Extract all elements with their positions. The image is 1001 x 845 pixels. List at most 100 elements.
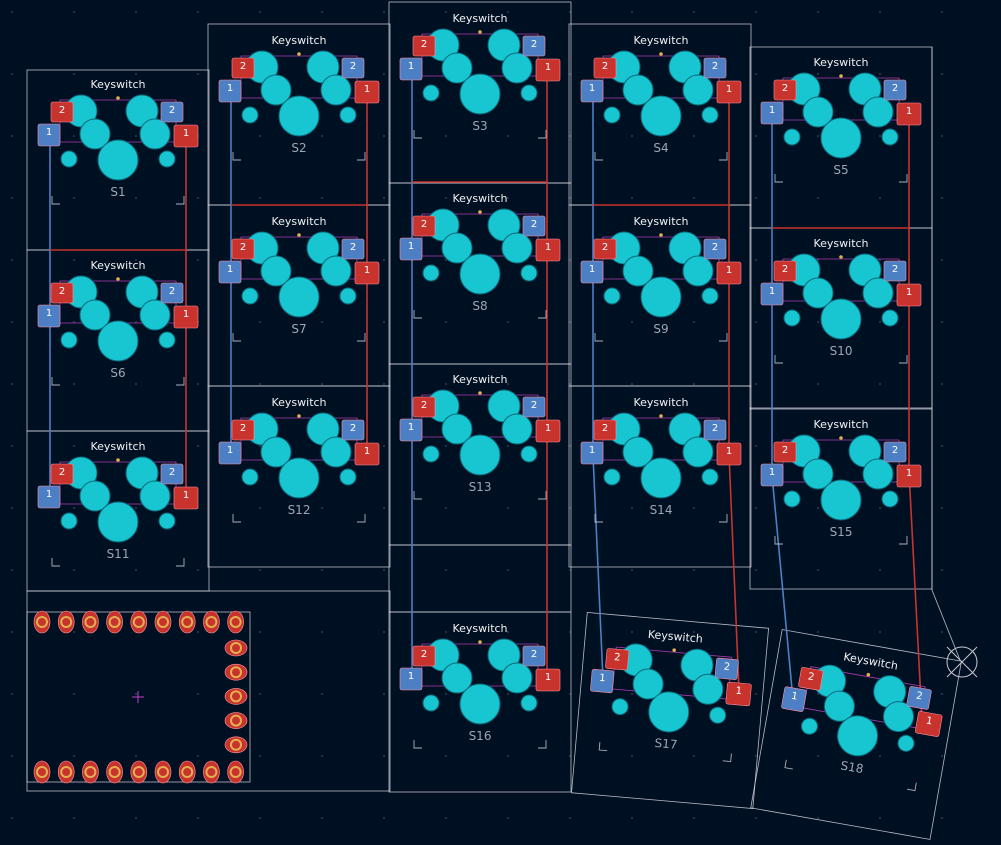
pad-number: 2 — [892, 83, 898, 94]
pad-number: 1 — [46, 308, 52, 319]
switch-reference: S9 — [653, 322, 668, 336]
switch-reference: S8 — [472, 299, 487, 313]
pad-number: 1 — [906, 468, 912, 479]
pad-number: 2 — [350, 423, 356, 434]
pad-number: 1 — [726, 265, 732, 276]
switch-reference: S3 — [472, 119, 487, 133]
switch-reference: S6 — [110, 366, 125, 380]
pad-number: 2 — [531, 649, 537, 660]
pad-number: 1 — [906, 106, 912, 117]
pad-number: 2 — [240, 61, 246, 72]
pad-number: 2 — [59, 286, 65, 297]
switch-reference: S15 — [830, 525, 853, 539]
pad-number: 2 — [421, 39, 427, 50]
pad-number: 2 — [915, 690, 923, 702]
footprint-label: Keyswitch — [633, 34, 688, 47]
footprint-label: Keyswitch — [271, 215, 326, 228]
pad-number: 2 — [169, 105, 175, 116]
pad-number: 2 — [59, 105, 65, 116]
pad-number: 2 — [240, 242, 246, 253]
pad-number: 1 — [183, 490, 189, 501]
footprint-label: Keyswitch — [842, 650, 899, 672]
pad-number: 1 — [726, 446, 732, 457]
pad-number: 1 — [183, 128, 189, 139]
switch-reference: S1 — [110, 185, 125, 199]
footprint-label: Keyswitch — [813, 237, 868, 250]
pad-number: 1 — [183, 309, 189, 320]
origin-marker-icon — [946, 646, 978, 678]
footprint-label: Keyswitch — [90, 259, 145, 272]
pad-number: 2 — [531, 219, 537, 230]
pad-number: 1 — [925, 716, 933, 728]
pad-number: 2 — [602, 61, 608, 72]
switch-reference: S11 — [107, 547, 130, 561]
pad-number: 1 — [589, 83, 595, 94]
pad-number: 1 — [599, 673, 606, 685]
footprint-label: Keyswitch — [452, 12, 507, 25]
switch-reference: S7 — [291, 322, 306, 336]
pad-number: 1 — [545, 672, 551, 683]
pad-number: 2 — [712, 61, 718, 72]
pad-number: 2 — [782, 83, 788, 94]
footprint-label: Keyswitch — [452, 373, 507, 386]
pad-number: 1 — [227, 83, 233, 94]
pad-number: 1 — [46, 127, 52, 138]
switch-reference: S5 — [833, 163, 848, 177]
pad-number: 2 — [712, 423, 718, 434]
pad-number: 1 — [227, 445, 233, 456]
footprint-label: Keyswitch — [647, 628, 703, 646]
pad-number: 1 — [227, 264, 233, 275]
footprint-label: Keyswitch — [813, 418, 868, 431]
pad-number: 2 — [892, 445, 898, 456]
pad-number: 1 — [408, 241, 414, 252]
pad-number: 1 — [790, 691, 798, 703]
pad-number: 2 — [350, 242, 356, 253]
switch-reference: S16 — [469, 729, 492, 743]
pad-number: 2 — [712, 242, 718, 253]
pad-number: 2 — [421, 400, 427, 411]
switch-reference: S13 — [469, 480, 492, 494]
switch-reference: S18 — [840, 758, 865, 776]
footprint-label: Keyswitch — [813, 56, 868, 69]
pad-number: 2 — [59, 467, 65, 478]
pad-number: 1 — [545, 62, 551, 73]
pad-number: 2 — [723, 662, 730, 674]
pad-number: 1 — [364, 446, 370, 457]
pad-number: 1 — [364, 84, 370, 95]
pad-number: 2 — [614, 652, 621, 664]
pad-number: 1 — [545, 242, 551, 253]
pad-number: 1 — [769, 105, 775, 116]
footprint-label: Keyswitch — [90, 440, 145, 453]
microcontroller-footprint[interactable] — [26, 610, 251, 784]
footprint-label: Keyswitch — [271, 396, 326, 409]
pad-number: 1 — [408, 422, 414, 433]
switch-reference: S4 — [653, 141, 668, 155]
footprint-label: Keyswitch — [633, 215, 688, 228]
pad-number: 1 — [545, 423, 551, 434]
pad-number: 2 — [531, 400, 537, 411]
pad-number: 2 — [240, 423, 246, 434]
footprint-label: Keyswitch — [633, 396, 688, 409]
switch-reference: S17 — [654, 736, 678, 752]
pad-number: 1 — [408, 61, 414, 72]
